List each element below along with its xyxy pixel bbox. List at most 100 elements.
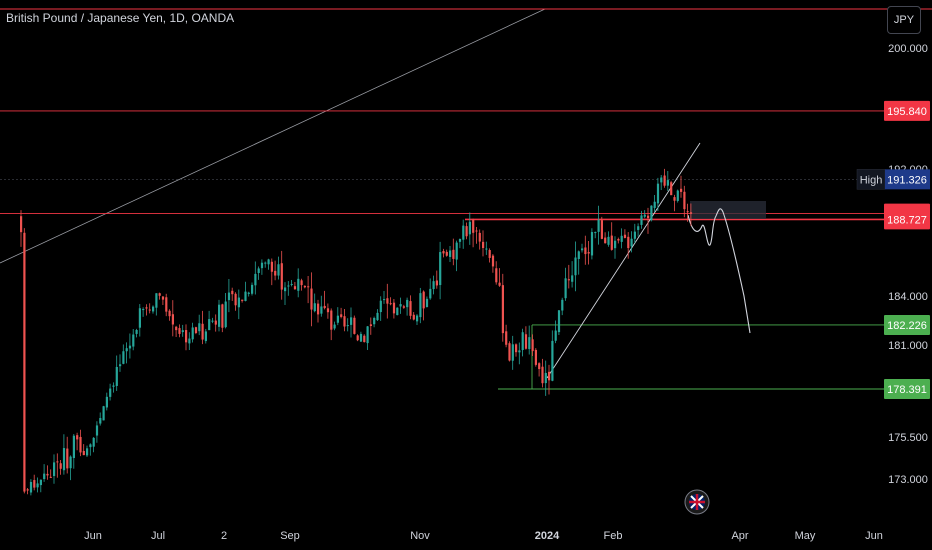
- candle: [363, 334, 366, 343]
- candle: [300, 278, 303, 291]
- candle: [429, 278, 432, 300]
- x-tick-label: Jun: [865, 530, 883, 542]
- candle: [396, 307, 399, 316]
- candle: [287, 281, 290, 296]
- candle: [670, 180, 673, 196]
- high-marker: High 191.326: [856, 169, 930, 190]
- candle: [663, 168, 666, 188]
- candle: [488, 248, 491, 263]
- x-tick-label: Apr: [731, 530, 748, 542]
- candle: [53, 454, 56, 484]
- candle: [554, 320, 557, 344]
- candle: [491, 254, 495, 273]
- candle: [399, 297, 402, 314]
- candle: [251, 282, 254, 296]
- resistance-zone: [690, 201, 766, 219]
- candle: [439, 241, 442, 300]
- candle: [290, 280, 293, 287]
- candle: [455, 240, 458, 272]
- candle: [660, 174, 663, 191]
- candle: [62, 434, 66, 475]
- candle: [29, 479, 33, 496]
- candle: [132, 328, 135, 351]
- candle: [458, 238, 462, 249]
- candle: [165, 293, 168, 317]
- candle: [198, 314, 201, 336]
- candle: [204, 328, 207, 344]
- candle: [680, 175, 683, 198]
- candle: [627, 232, 630, 259]
- candle: [620, 228, 623, 249]
- candle: [577, 250, 580, 275]
- x-tick-label: Jul: [151, 530, 165, 542]
- candle: [607, 231, 610, 247]
- candle: [181, 324, 184, 337]
- candle: [43, 464, 46, 482]
- candle: [227, 279, 231, 313]
- x-tick-label: 2: [221, 530, 227, 542]
- candle: [102, 405, 105, 421]
- candle: [112, 382, 115, 393]
- candle: [201, 310, 204, 345]
- time-axis[interactable]: Jun Jul 2 Sep Nov 2024 Feb Apr May Jun: [84, 530, 883, 542]
- candle: [161, 295, 165, 305]
- candle: [138, 304, 141, 337]
- candle: [571, 261, 574, 288]
- candle: [56, 453, 59, 478]
- candle: [218, 299, 221, 332]
- currency-button[interactable]: JPY: [887, 6, 921, 34]
- uk-flag-icon[interactable]: [684, 489, 710, 515]
- candle: [531, 334, 534, 356]
- candle: [637, 223, 640, 237]
- candle: [462, 219, 465, 249]
- price-axis[interactable]: 200.000192.000184.000181.000175.500173.0…: [888, 43, 928, 486]
- candle: [501, 273, 504, 342]
- candle: [498, 268, 501, 287]
- candle: [465, 222, 468, 240]
- candle: [686, 203, 689, 222]
- candle: [508, 341, 511, 362]
- candle: [557, 309, 561, 335]
- candle: [505, 324, 508, 348]
- candle: [188, 332, 191, 351]
- candle: [185, 324, 188, 351]
- candle: [277, 256, 280, 280]
- price-level-label: 182.226: [884, 314, 930, 335]
- candle: [548, 364, 551, 395]
- candle: [310, 272, 313, 327]
- candle: [284, 282, 287, 306]
- candle: [353, 315, 356, 335]
- candle: [317, 299, 320, 323]
- candle: [39, 479, 42, 493]
- candle: [551, 330, 554, 382]
- candle: [482, 230, 485, 257]
- candle: [260, 259, 264, 275]
- candle: [95, 421, 99, 443]
- candle: [247, 291, 250, 297]
- candle: [224, 292, 227, 329]
- candle: [666, 170, 669, 192]
- x-tick-label: Feb: [604, 530, 623, 542]
- candle: [66, 436, 69, 474]
- long-trendline: [0, 8, 546, 264]
- x-tick-label: Nov: [410, 530, 430, 542]
- candle: [468, 212, 471, 245]
- candle: [435, 270, 438, 289]
- candle: [376, 309, 379, 321]
- candle: [534, 348, 537, 367]
- candle: [590, 228, 594, 260]
- candle: [293, 282, 297, 290]
- projection-path: [687, 208, 751, 334]
- candle: [191, 322, 194, 343]
- candle: [425, 296, 429, 308]
- candle: [241, 299, 244, 303]
- candle: [336, 307, 339, 326]
- candle: [673, 194, 676, 212]
- candle: [49, 469, 52, 479]
- candle: [392, 299, 396, 319]
- x-tick-label: Jun: [84, 530, 102, 542]
- candle: [432, 275, 435, 295]
- candle: [373, 316, 376, 328]
- candle: [76, 432, 79, 451]
